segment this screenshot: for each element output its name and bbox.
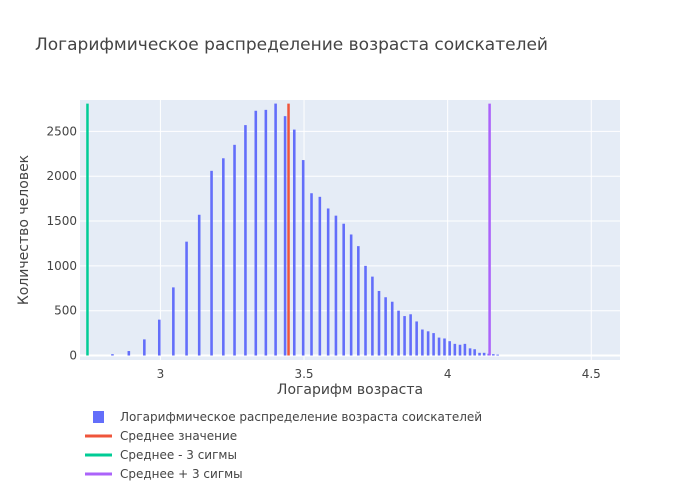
- bar[interactable]: [432, 333, 435, 356]
- legend-entry[interactable]: Среднее - 3 сигмы: [120, 448, 237, 462]
- legend-entry[interactable]: Логарифмическое распределение возраста с…: [120, 410, 482, 424]
- legend-entry[interactable]: Среднее + 3 сигмы: [120, 467, 243, 481]
- bar[interactable]: [357, 246, 360, 356]
- y-axis-title: Количество человек: [16, 155, 32, 305]
- x-axis-ticks: 3 3.5 4 4.5: [157, 367, 601, 381]
- bars: [111, 103, 499, 356]
- bar[interactable]: [478, 352, 481, 356]
- bar[interactable]: [409, 314, 412, 356]
- bar[interactable]: [342, 223, 345, 356]
- y-tick-label: 0: [69, 349, 77, 363]
- bar[interactable]: [492, 354, 495, 356]
- y-tick-label: 1000: [46, 259, 77, 273]
- bar[interactable]: [463, 343, 467, 356]
- bar[interactable]: [443, 338, 446, 356]
- bar[interactable]: [111, 354, 114, 356]
- bar[interactable]: [437, 337, 441, 356]
- bar[interactable]: [448, 341, 451, 356]
- bar[interactable]: [390, 301, 394, 356]
- bar[interactable]: [274, 103, 277, 356]
- bar[interactable]: [426, 331, 430, 356]
- bar[interactable]: [310, 193, 313, 356]
- bar[interactable]: [397, 310, 400, 356]
- bar[interactable]: [210, 170, 213, 356]
- bar[interactable]: [127, 351, 131, 356]
- chart-title: Логарифмическое распределение возраста с…: [35, 35, 548, 55]
- bar[interactable]: [292, 129, 296, 356]
- bar[interactable]: [233, 144, 236, 356]
- x-axis-title: Логарифм возраста: [277, 382, 423, 398]
- x-tick-label: 3: [157, 367, 165, 381]
- y-tick-label: 2000: [46, 169, 77, 183]
- legend-swatch[interactable]: [93, 411, 104, 423]
- bar[interactable]: [301, 160, 305, 356]
- x-tick-label: 3.5: [294, 367, 313, 381]
- y-tick-label: 500: [54, 304, 77, 318]
- vertical-lines: [86, 103, 491, 356]
- bar[interactable]: [172, 287, 175, 356]
- bar[interactable]: [157, 319, 161, 356]
- bar[interactable]: [384, 297, 387, 356]
- bar[interactable]: [283, 116, 287, 356]
- bar[interactable]: [264, 109, 268, 356]
- bar[interactable]: [318, 196, 322, 356]
- bar[interactable]: [496, 354, 499, 356]
- legend: Логарифмическое распределение возраста с…: [85, 410, 482, 481]
- bar[interactable]: [371, 276, 374, 356]
- legend-entry[interactable]: Среднее значение: [120, 429, 237, 443]
- bar[interactable]: [244, 125, 247, 356]
- bar[interactable]: [458, 344, 462, 356]
- bar[interactable]: [222, 158, 225, 356]
- bar[interactable]: [326, 208, 330, 356]
- bar[interactable]: [143, 339, 146, 356]
- y-axis-ticks: 0 500 1000 1500 2000 2500: [46, 124, 77, 362]
- bar[interactable]: [403, 316, 406, 356]
- bar[interactable]: [364, 265, 367, 356]
- bar[interactable]: [254, 110, 258, 356]
- bar[interactable]: [415, 321, 418, 356]
- bar[interactable]: [473, 349, 476, 356]
- bar[interactable]: [377, 290, 381, 356]
- bar[interactable]: [197, 214, 201, 356]
- bar[interactable]: [349, 234, 353, 356]
- bar[interactable]: [482, 352, 486, 356]
- x-tick-label: 4: [444, 367, 452, 381]
- bar[interactable]: [334, 215, 338, 356]
- x-tick-label: 4.5: [582, 367, 601, 381]
- y-tick-label: 1500: [46, 214, 77, 228]
- y-tick-label: 2500: [46, 124, 77, 138]
- bar[interactable]: [421, 329, 424, 356]
- bar[interactable]: [185, 241, 188, 356]
- bar[interactable]: [453, 343, 457, 356]
- bar[interactable]: [468, 348, 472, 356]
